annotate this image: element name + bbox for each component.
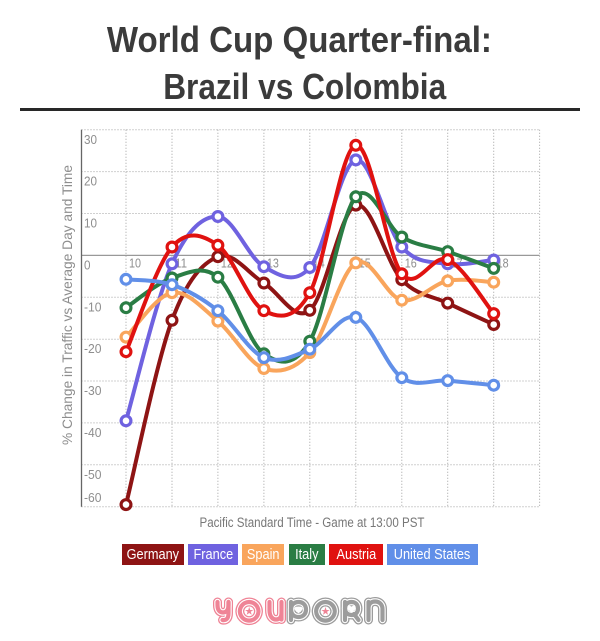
svg-text:World Cup Quarter-final:: World Cup Quarter-final: bbox=[107, 19, 492, 60]
svg-text:Brazil vs Colombia: Brazil vs Colombia bbox=[163, 66, 447, 107]
svg-text:-60: -60 bbox=[84, 490, 102, 505]
svg-text:30: 30 bbox=[84, 132, 97, 147]
svg-text:10: 10 bbox=[84, 216, 97, 231]
svg-text:-50: -50 bbox=[84, 467, 102, 482]
svg-text:-30: -30 bbox=[84, 383, 102, 398]
svg-text:11: 11 bbox=[175, 255, 187, 270]
svg-text:20: 20 bbox=[84, 174, 97, 189]
svg-text:-40: -40 bbox=[84, 425, 102, 440]
svg-text:0: 0 bbox=[84, 257, 91, 272]
svg-text:% Change in Traffic vs Average: % Change in Traffic vs Average Day and T… bbox=[59, 165, 75, 445]
svg-text:-10: -10 bbox=[84, 299, 102, 314]
svg-text:Pacific Standard Time - Game a: Pacific Standard Time - Game at 13:00 PS… bbox=[200, 515, 425, 530]
svg-text:-20: -20 bbox=[84, 341, 102, 356]
svg-text:10: 10 bbox=[129, 255, 141, 270]
